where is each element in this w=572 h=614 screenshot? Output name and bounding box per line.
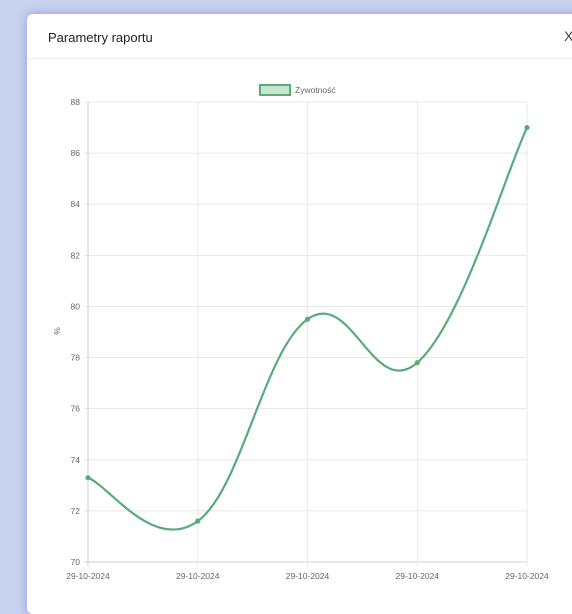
x-axis: 29-10-2024 29-10-2024 29-10-2024 29-10-2024… xyxy=(66,571,549,581)
y-axis: 70 72 74 76 78 80 82 84 86 88 xyxy=(71,97,81,567)
chart-grid xyxy=(84,101,528,566)
x-tick-label: 29-10-2024 xyxy=(176,571,220,581)
modal-title: Parametry raportu xyxy=(48,30,153,45)
y-tick-label: 82 xyxy=(71,250,81,260)
data-point xyxy=(304,316,311,322)
y-tick-label: 80 xyxy=(71,301,81,311)
y-tick-label: 78 xyxy=(71,353,81,363)
y-tick-label: 76 xyxy=(71,404,81,414)
data-point xyxy=(524,124,530,131)
y-axis-title: % xyxy=(52,327,62,335)
y-tick-label: 84 xyxy=(71,199,81,209)
x-tick-label: 29-10-2024 xyxy=(66,571,110,581)
series-line xyxy=(87,127,528,531)
legend-swatch xyxy=(259,84,291,96)
x-tick-label: 29-10-2024 xyxy=(396,571,440,581)
x-tick-label: 29-10-2024 xyxy=(505,571,549,581)
chart-series xyxy=(85,124,530,531)
data-point xyxy=(195,518,201,524)
data-point xyxy=(414,360,420,366)
y-tick-label: 88 xyxy=(71,97,81,107)
y-tick-label: 70 xyxy=(71,557,81,567)
chart-legend[interactable]: Żywotność xyxy=(259,84,336,96)
x-tick-label: 29-10-2024 xyxy=(286,571,330,581)
data-point xyxy=(85,475,91,481)
y-tick-label: 74 xyxy=(71,455,81,465)
y-tick-label: 72 xyxy=(71,506,81,516)
close-button[interactable]: X xyxy=(564,28,572,44)
report-parameters-modal: Parametry raportu X 70 72 74 76 78 80 82 84 86 88… xyxy=(27,14,572,614)
y-tick-label: 86 xyxy=(71,148,81,158)
modal-header: Parametry raportu X xyxy=(27,14,572,59)
legend-label: Żywotność xyxy=(295,85,336,95)
